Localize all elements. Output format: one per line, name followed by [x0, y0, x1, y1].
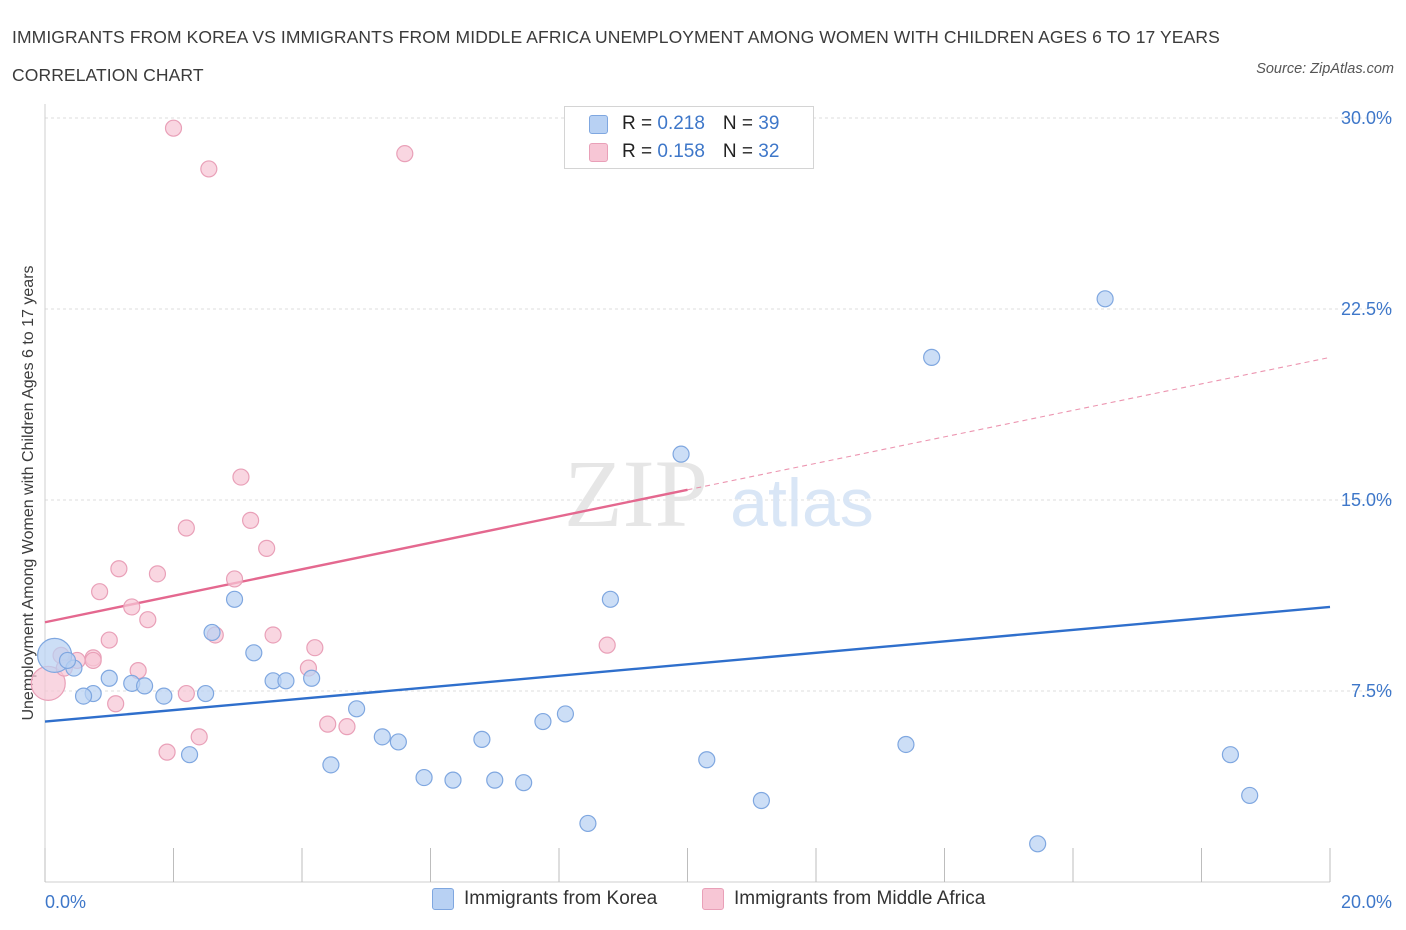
korea-point [303, 669, 321, 687]
africa-point [319, 715, 337, 733]
legend-korea-label: Immigrants from Korea [464, 888, 658, 909]
legend-africa-swatch [702, 888, 724, 910]
korea-point [135, 677, 154, 695]
y-tick-label: 15.0% [1341, 490, 1392, 510]
korea-point [752, 791, 770, 810]
korea-r-label: R = [622, 113, 658, 134]
y-tick-label: 30.0% [1341, 108, 1392, 128]
africa-point [164, 119, 183, 137]
korea-point [203, 623, 221, 642]
africa-point [258, 539, 276, 557]
x-tick-label-max: 20.0% [1341, 892, 1392, 912]
watermark: ZIP atlas [564, 440, 874, 547]
korea-point [58, 651, 77, 670]
africa-r-value: 0.158 [657, 141, 705, 162]
korea-point [277, 672, 295, 690]
africa-point [177, 684, 195, 703]
africa-point [158, 743, 176, 761]
korea-point [534, 712, 552, 731]
korea-point [601, 590, 620, 608]
watermark-atlas: atlas [730, 465, 874, 541]
korea-trend-line [44, 605, 1331, 723]
africa-point [232, 468, 250, 486]
korea-point [698, 751, 716, 769]
africa-point [110, 560, 128, 578]
grid-lines [45, 117, 1392, 692]
korea-point [197, 684, 215, 703]
africa-point [84, 651, 102, 670]
legend-korea-swatch [432, 888, 454, 910]
africa-point [264, 626, 282, 644]
africa-r-label: R = [622, 141, 658, 162]
korea-point [389, 733, 407, 751]
korea-point [486, 771, 504, 789]
africa-point [242, 511, 260, 529]
africa-point [107, 695, 125, 713]
korea-r-value: 0.218 [657, 113, 705, 134]
korea-point [556, 705, 575, 723]
korea-point [672, 445, 690, 463]
africa-point [306, 639, 324, 657]
korea-swatch [589, 114, 608, 134]
korea-point [923, 348, 941, 366]
korea-point [515, 774, 533, 792]
korea-point [1241, 786, 1259, 805]
korea-point [74, 687, 93, 705]
africa-n-value: 32 [758, 141, 780, 162]
africa-point [123, 598, 141, 616]
africa-point [100, 631, 118, 649]
africa-point [225, 570, 244, 588]
x-tick-label-min: 0.0% [45, 892, 86, 912]
legend-africa-label: Immigrants from Middle Africa [734, 888, 986, 909]
korea-point [225, 590, 244, 608]
legend-row-africa: R = 0.158 N = 32 [589, 140, 779, 164]
legend-row-korea: R = 0.218 N = 39 [589, 112, 779, 136]
korea-point [579, 814, 597, 833]
korea-point [180, 746, 199, 764]
korea-n-value: 39 [758, 113, 780, 134]
korea-point [100, 669, 118, 687]
africa-point [177, 519, 195, 537]
y-tick-label: 7.5% [1351, 681, 1392, 701]
africa-point [148, 565, 167, 583]
chart-title: IMMIGRANTS FROM KOREA VS IMMIGRANTS FROM… [12, 27, 1220, 85]
korea-point [897, 735, 915, 754]
africa-trend-line [44, 488, 688, 624]
legend-item-korea: Immigrants from Korea [432, 888, 657, 910]
africa-n-label: N = [722, 141, 759, 162]
trend-lines [44, 356, 1331, 723]
korea-point [245, 644, 263, 662]
korea-point [322, 756, 340, 774]
series-legend: Immigrants from Korea Immigrants from Mi… [0, 888, 1406, 916]
korea-point [1029, 835, 1047, 853]
data-points [30, 119, 1259, 853]
africa-point [139, 611, 157, 629]
korea-point [155, 687, 173, 705]
africa-point [190, 728, 208, 746]
tick-labels: 7.5% 15.0% 22.5% 30.0% 0.0% 20.0% [45, 108, 1392, 912]
korea-point [473, 730, 491, 748]
source-note: Source: ZipAtlas.com [1256, 61, 1394, 77]
korea-point [444, 771, 462, 789]
stats-legend: R = 0.218 N = 39 R = 0.158 N = 32 [564, 106, 814, 169]
africa-point [396, 145, 414, 163]
korea-point [348, 700, 366, 718]
korea-point [1096, 290, 1114, 308]
korea-n-label: N = [722, 113, 759, 134]
africa-point [338, 718, 356, 736]
africa-point [598, 636, 616, 654]
legend-item-africa: Immigrants from Middle Africa [702, 888, 985, 910]
korea-point [1221, 746, 1240, 764]
africa-point [91, 583, 109, 601]
korea-point [415, 768, 433, 787]
africa-trend-extension [687, 356, 1331, 491]
korea-point [373, 728, 391, 746]
axes [44, 104, 1331, 883]
africa-point [200, 160, 218, 178]
y-tick-label: 22.5% [1341, 299, 1392, 319]
africa-swatch [589, 142, 608, 162]
